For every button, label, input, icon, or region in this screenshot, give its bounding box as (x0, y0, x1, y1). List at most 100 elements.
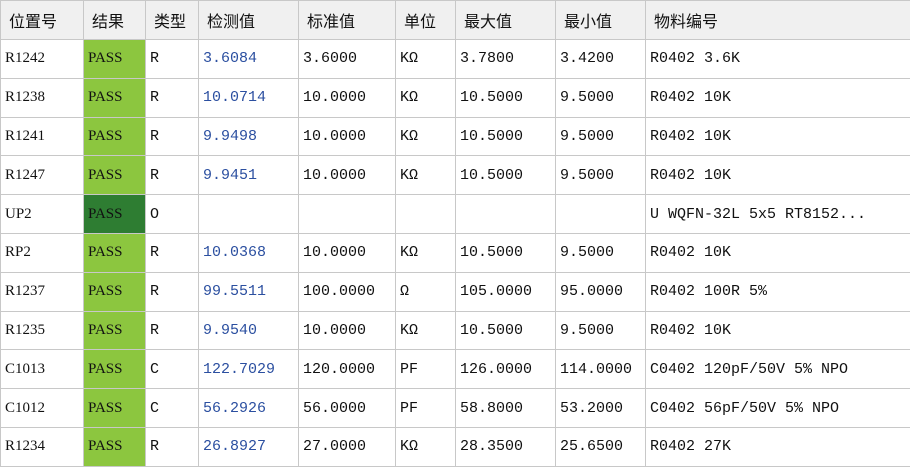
cell-type: R (146, 427, 199, 466)
cell-unit: KΩ (396, 40, 456, 79)
cell-standard: 27.0000 (299, 427, 396, 466)
cell-unit: KΩ (396, 117, 456, 156)
cell-position: R1238 (1, 78, 84, 117)
cell-unit: PF (396, 389, 456, 428)
cell-type: R (146, 272, 199, 311)
cell-max: 28.3500 (456, 427, 556, 466)
cell-measured (199, 195, 299, 234)
column-header-min[interactable]: 最小值 (556, 1, 646, 40)
cell-unit: Ω (396, 272, 456, 311)
cell-result: PASS (84, 156, 146, 195)
cell-max: 10.5000 (456, 233, 556, 272)
cell-min: 9.5000 (556, 311, 646, 350)
cell-result: PASS (84, 40, 146, 79)
cell-measured: 56.2926 (199, 389, 299, 428)
cell-part-number: C0402 120pF/50V 5% NPO (646, 350, 910, 389)
cell-part-number: R0402 3.6K (646, 40, 910, 79)
cell-type: R (146, 117, 199, 156)
cell-result: PASS (84, 272, 146, 311)
cell-type: R (146, 78, 199, 117)
cell-standard: 10.0000 (299, 117, 396, 156)
cell-standard: 120.0000 (299, 350, 396, 389)
column-header-measured[interactable]: 检测值 (199, 1, 299, 40)
cell-measured: 3.6084 (199, 40, 299, 79)
cell-position: R1237 (1, 272, 84, 311)
column-header-type[interactable]: 类型 (146, 1, 199, 40)
cell-part-number: R0402 10K (646, 311, 910, 350)
cell-max: 105.0000 (456, 272, 556, 311)
cell-min: 9.5000 (556, 233, 646, 272)
cell-unit: KΩ (396, 311, 456, 350)
cell-position: C1013 (1, 350, 84, 389)
cell-position: R1242 (1, 40, 84, 79)
cell-max: 10.5000 (456, 311, 556, 350)
cell-result: PASS (84, 427, 146, 466)
cell-part-number: R0402 10K (646, 233, 910, 272)
cell-max: 126.0000 (456, 350, 556, 389)
cell-result: PASS (84, 389, 146, 428)
cell-position: R1234 (1, 427, 84, 466)
cell-result: PASS (84, 78, 146, 117)
cell-max (456, 195, 556, 234)
cell-position: R1235 (1, 311, 84, 350)
column-header-unit[interactable]: 单位 (396, 1, 456, 40)
cell-type: R (146, 233, 199, 272)
cell-min: 9.5000 (556, 117, 646, 156)
cell-unit: KΩ (396, 427, 456, 466)
cell-min: 25.6500 (556, 427, 646, 466)
cell-measured: 10.0368 (199, 233, 299, 272)
cell-part-number: R0402 27K (646, 427, 910, 466)
cell-standard: 100.0000 (299, 272, 396, 311)
column-header-part-number[interactable]: 物料编号 (646, 1, 910, 40)
cell-max: 58.8000 (456, 389, 556, 428)
cell-max: 10.5000 (456, 156, 556, 195)
cell-min: 9.5000 (556, 156, 646, 195)
column-header-position[interactable]: 位置号 (1, 1, 84, 40)
cell-measured: 26.8927 (199, 427, 299, 466)
cell-measured: 9.9540 (199, 311, 299, 350)
cell-result: PASS (84, 233, 146, 272)
cell-standard: 3.6000 (299, 40, 396, 79)
cell-result: PASS (84, 195, 146, 234)
cell-type: O (146, 195, 199, 234)
cell-position: R1247 (1, 156, 84, 195)
cell-unit: KΩ (396, 78, 456, 117)
cell-position: RP2 (1, 233, 84, 272)
cell-type: C (146, 350, 199, 389)
cell-result: PASS (84, 350, 146, 389)
cell-part-number: R0402 100R 5% (646, 272, 910, 311)
cell-part-number: R0402 10K (646, 117, 910, 156)
cell-measured: 99.5511 (199, 272, 299, 311)
cell-part-number: R0402 10K (646, 78, 910, 117)
cell-type: R (146, 40, 199, 79)
cell-standard: 10.0000 (299, 156, 396, 195)
cell-part-number: R0402 10K (646, 156, 910, 195)
column-header-result[interactable]: 结果 (84, 1, 146, 40)
cell-standard (299, 195, 396, 234)
cell-unit: KΩ (396, 156, 456, 195)
cell-result: PASS (84, 311, 146, 350)
column-header-standard[interactable]: 标准值 (299, 1, 396, 40)
cell-standard: 10.0000 (299, 78, 396, 117)
cell-min: 114.0000 (556, 350, 646, 389)
cell-unit: PF (396, 350, 456, 389)
cell-min: 9.5000 (556, 78, 646, 117)
cell-min (556, 195, 646, 234)
cell-unit (396, 195, 456, 234)
cell-measured: 9.9451 (199, 156, 299, 195)
column-header-max[interactable]: 最大值 (456, 1, 556, 40)
header-row: 位置号结果类型检测值标准值单位最大值最小值物料编号 (1, 1, 910, 40)
cell-max: 3.7800 (456, 40, 556, 79)
cell-position: R1241 (1, 117, 84, 156)
